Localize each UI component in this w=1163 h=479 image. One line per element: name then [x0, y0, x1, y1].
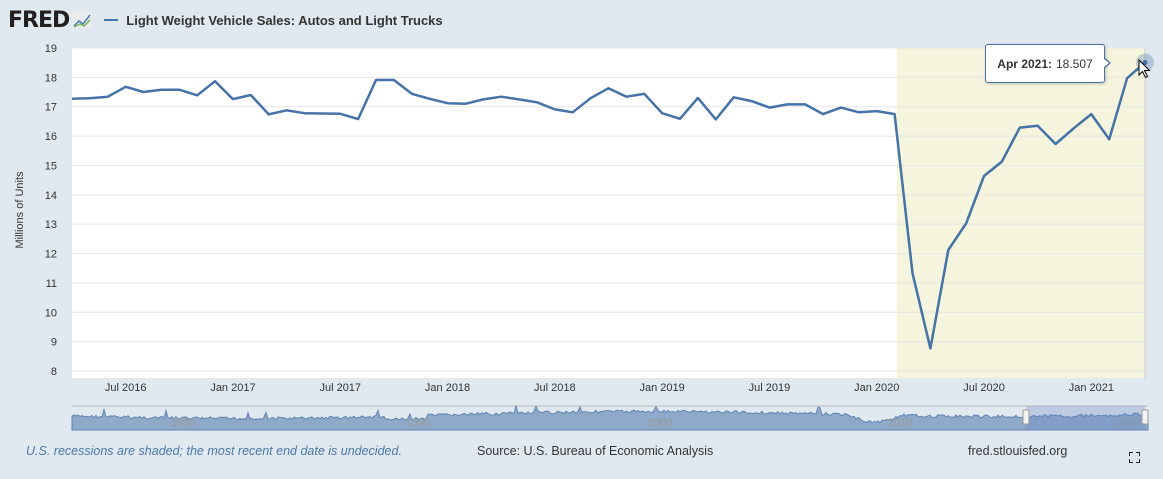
- navigator-handle-left[interactable]: [1022, 409, 1030, 425]
- x-tick-label: Jan 2019: [640, 382, 685, 394]
- y-tick-label: 9: [51, 337, 57, 349]
- fred-graph-icon: [72, 11, 93, 29]
- navigator-label: 1980: [171, 417, 195, 429]
- y-tick-label: 11: [46, 278, 57, 290]
- y-tick-label: 14: [45, 190, 57, 202]
- y-tick-label: 19: [45, 43, 57, 55]
- y-tick-label: 15: [45, 160, 57, 172]
- x-tick-label: Jul 2019: [749, 382, 791, 394]
- y-tick-label: 10: [45, 307, 57, 319]
- fullscreen-icon[interactable]: [1129, 452, 1140, 463]
- site-link[interactable]: fred.stlouisfed.org: [968, 444, 1068, 458]
- x-tick-label: Jul 2018: [534, 382, 576, 394]
- fred-logo[interactable]: FRED: [8, 7, 70, 33]
- source-text: Source: U.S. Bureau of Economic Analysis: [477, 444, 714, 458]
- x-tick-label: Jul 2016: [105, 382, 147, 394]
- series-line[interactable]: [71, 61, 1146, 350]
- navigator-series: [71, 404, 1149, 431]
- x-tick-label: Jul 2017: [319, 382, 361, 394]
- y-tick-label: 18: [45, 72, 57, 84]
- navigator-label: 2010: [888, 417, 912, 429]
- navigator-selection[interactable]: [1026, 406, 1145, 430]
- x-tick-label: Jan 2021: [1069, 382, 1114, 394]
- x-tick-label: Jan 2017: [210, 382, 255, 394]
- chart-header: FRED Light Weight Vehicle Sales: Autos a…: [8, 6, 443, 34]
- navigator-label: 1990: [406, 417, 430, 429]
- x-tick-label: Jan 2020: [854, 382, 899, 394]
- hover-point: [1142, 59, 1148, 65]
- tooltip-arrow: [1103, 57, 1111, 69]
- recession-note: U.S. recessions are shaded; the most rec…: [26, 444, 402, 458]
- mouse-cursor-icon: [1138, 58, 1151, 79]
- y-tick-label: 17: [45, 102, 57, 114]
- legend-swatch: [104, 19, 119, 21]
- tooltip-date: Apr 2021:: [997, 56, 1052, 71]
- y-axis-label: Millions of Units: [14, 171, 26, 249]
- y-tick-label: 12: [45, 249, 57, 261]
- navigator-label: 2020: [1116, 417, 1140, 429]
- data-tooltip: Apr 2021: 18.507: [985, 44, 1111, 83]
- recession-shade: [896, 48, 1145, 378]
- navigator-handle-right[interactable]: [1141, 409, 1149, 425]
- x-tick-label: Jan 2018: [425, 382, 470, 394]
- y-tick-label: 13: [45, 219, 57, 231]
- y-tick-label: 8: [51, 366, 57, 378]
- y-tick-label: 16: [45, 131, 57, 143]
- navigator-label: 2000: [648, 417, 672, 429]
- tooltip-value: 18.507: [1056, 56, 1093, 71]
- x-tick-label: Jul 2020: [963, 382, 1005, 394]
- series-title[interactable]: Light Weight Vehicle Sales: Autos and Li…: [126, 12, 443, 28]
